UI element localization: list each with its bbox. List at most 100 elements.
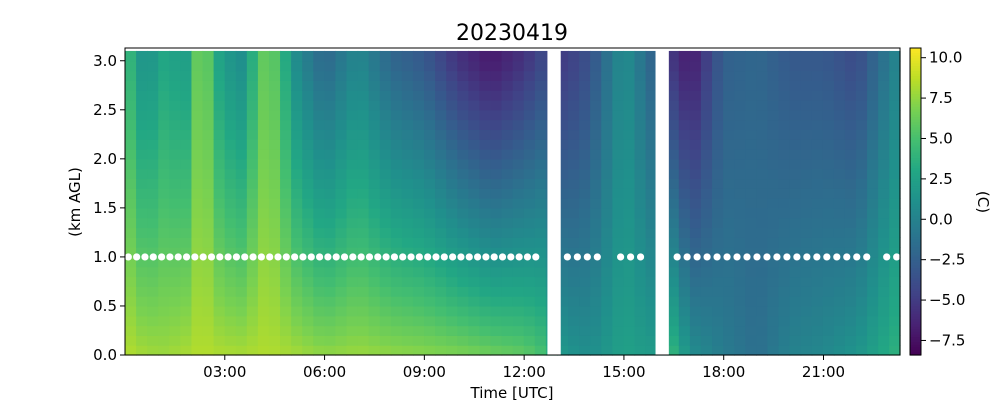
heatmap-cell: [379, 198, 392, 209]
heatmap-cell: [291, 315, 303, 327]
heatmap-cell: [867, 188, 879, 199]
colorbar-segment: [910, 303, 921, 307]
heatmap-cell: [169, 296, 181, 307]
heatmap-cell: [822, 335, 835, 346]
heatmap-cell: [257, 99, 270, 111]
heatmap-cell: [302, 286, 314, 297]
heatmap-cell: [844, 335, 857, 346]
heatmap-cell: [501, 276, 514, 287]
heatmap-cell: [158, 80, 170, 91]
heatmap-cell: [302, 129, 314, 140]
heatmap-cell: [712, 296, 724, 307]
heatmap-cell: [678, 276, 691, 287]
heatmap-cell: [125, 256, 137, 268]
heatmap-cell: [667, 227, 680, 238]
heatmap-cell: [678, 80, 691, 91]
colorbar-segment: [910, 88, 921, 93]
heatmap-cell: [125, 178, 137, 189]
heatmap-cell: [579, 296, 591, 307]
heatmap-cell: [712, 256, 724, 268]
heatmap-cell: [202, 315, 215, 327]
heatmap-cell: [767, 50, 780, 62]
heatmap-cell: [268, 237, 281, 248]
heatmap-cell: [235, 80, 248, 91]
heatmap-cell: [457, 139, 469, 150]
colorbar-segment: [910, 308, 921, 313]
heatmap-cell: [734, 305, 746, 317]
marker-point: [241, 253, 249, 261]
heatmap-cell: [346, 149, 359, 160]
heatmap-cell: [180, 217, 193, 229]
heatmap-cell: [579, 237, 591, 248]
heatmap-cell: [136, 139, 148, 150]
heatmap-cell: [833, 129, 846, 140]
heatmap-cell: [512, 296, 525, 307]
heatmap-cell: [689, 139, 702, 150]
heatmap-cell: [723, 237, 735, 248]
heatmap-cell: [756, 99, 769, 111]
heatmap-cell: [136, 90, 148, 101]
colorbar-segment: [910, 104, 921, 108]
heatmap-cell: [878, 90, 890, 101]
heatmap-cell: [490, 207, 503, 219]
heatmap-cell: [590, 158, 602, 170]
colorbar-segment: [910, 206, 921, 210]
colorbar-segment: [910, 209, 921, 213]
heatmap-cell: [734, 178, 746, 189]
heatmap-cell: [446, 335, 458, 346]
heatmap-cell: [180, 188, 193, 199]
heatmap-cell: [745, 50, 757, 62]
heatmap-cell: [213, 129, 226, 140]
heatmap-cell: [556, 296, 569, 307]
heatmap-cell: [490, 217, 503, 229]
heatmap-cell: [379, 168, 392, 180]
heatmap-cell: [700, 227, 713, 238]
heatmap-cell: [623, 50, 636, 62]
heatmap-cell: [833, 70, 846, 81]
heatmap-cell: [634, 217, 647, 229]
heatmap-cell: [534, 217, 547, 229]
heatmap-cell: [202, 109, 215, 121]
heatmap-cell: [590, 325, 602, 336]
heatmap-cell: [645, 99, 658, 111]
heatmap-cell: [556, 90, 569, 101]
heatmap-cell: [734, 217, 746, 229]
heatmap-cell: [811, 60, 824, 72]
heatmap-cell: [822, 237, 835, 248]
heatmap-cell: [291, 286, 303, 297]
heatmap-cell: [125, 90, 137, 101]
heatmap-cell: [412, 276, 425, 287]
heatmap-cell: [745, 60, 757, 72]
heatmap-cell: [712, 325, 724, 336]
heatmap-cell: [280, 139, 292, 150]
heatmap-cell: [435, 168, 447, 180]
heatmap-cell: [213, 50, 226, 62]
heatmap-cell: [169, 109, 181, 121]
heatmap-cell: [844, 109, 857, 121]
heatmap-cell: [213, 217, 226, 229]
heatmap-cell: [523, 286, 536, 297]
heatmap-cell: [579, 60, 591, 72]
heatmap-cell: [291, 217, 303, 229]
heatmap-cell: [778, 227, 791, 238]
heatmap-cell: [534, 335, 547, 346]
heatmap-cell: [556, 158, 569, 170]
heatmap-cell: [357, 256, 370, 268]
colorbar-segment: [910, 68, 921, 72]
heatmap-cell: [468, 119, 481, 131]
heatmap-cell: [368, 50, 381, 62]
heatmap-cell: [512, 99, 525, 111]
colorbar-segment: [910, 285, 921, 290]
heatmap-cell: [800, 296, 813, 307]
heatmap-cell: [379, 247, 392, 258]
heatmap-cell: [280, 335, 292, 346]
heatmap-cell: [202, 266, 215, 278]
heatmap-cell: [523, 99, 536, 111]
heatmap-cell: [412, 149, 425, 160]
heatmap-cell: [291, 119, 303, 131]
heatmap-cell: [623, 207, 636, 219]
colorbar-segment: [910, 94, 921, 98]
colorbar-segment: [910, 122, 921, 126]
heatmap-cell: [302, 168, 314, 180]
heatmap-cell: [867, 60, 879, 72]
